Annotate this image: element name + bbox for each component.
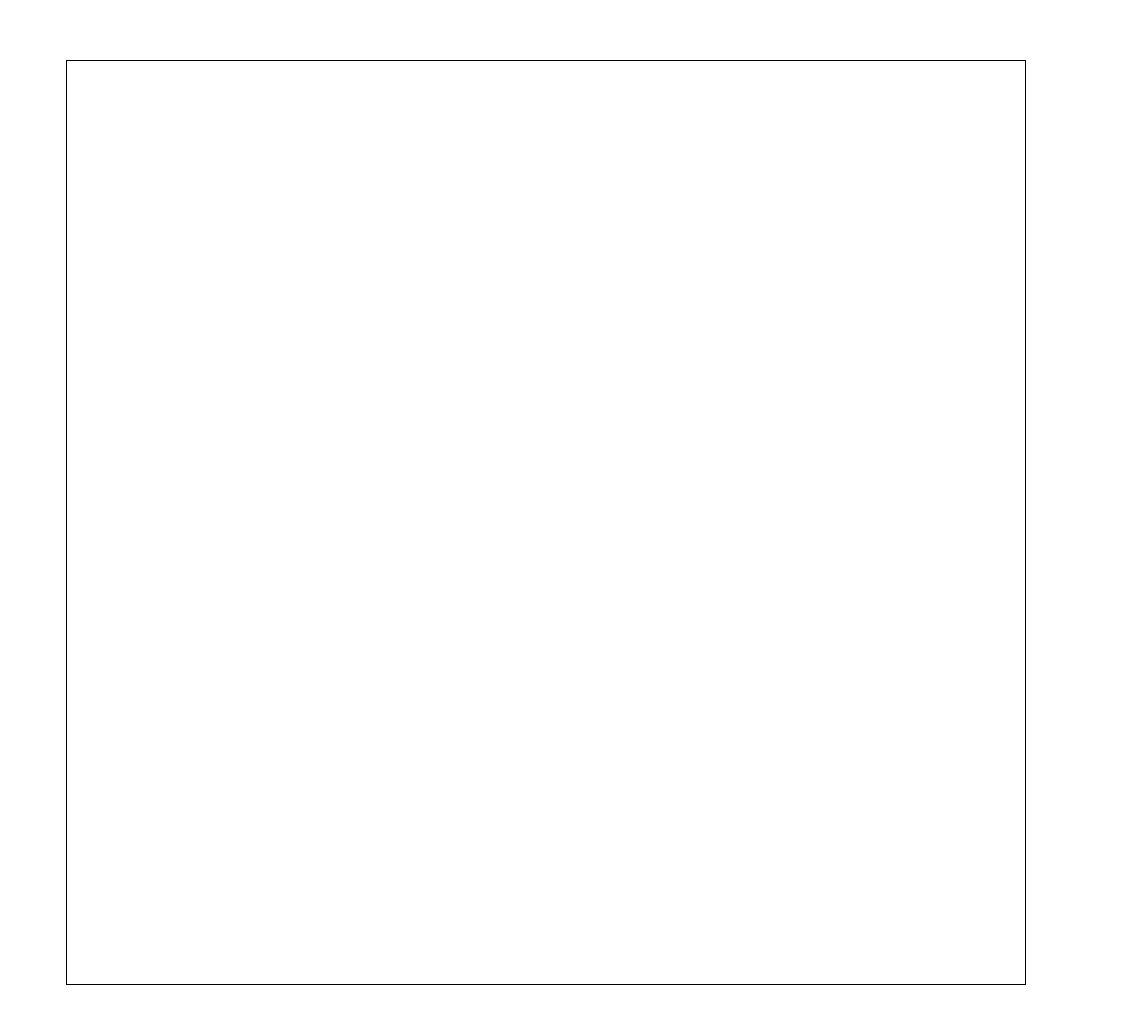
latitude-axis [0, 60, 58, 985]
colorbar-gradient [1048, 296, 1070, 761]
reflectivity-colorbar[interactable] [1048, 296, 1070, 761]
map-canvas [67, 61, 1025, 984]
map-plot-area[interactable] [66, 60, 1026, 985]
longitude-axis [66, 997, 1026, 1021]
